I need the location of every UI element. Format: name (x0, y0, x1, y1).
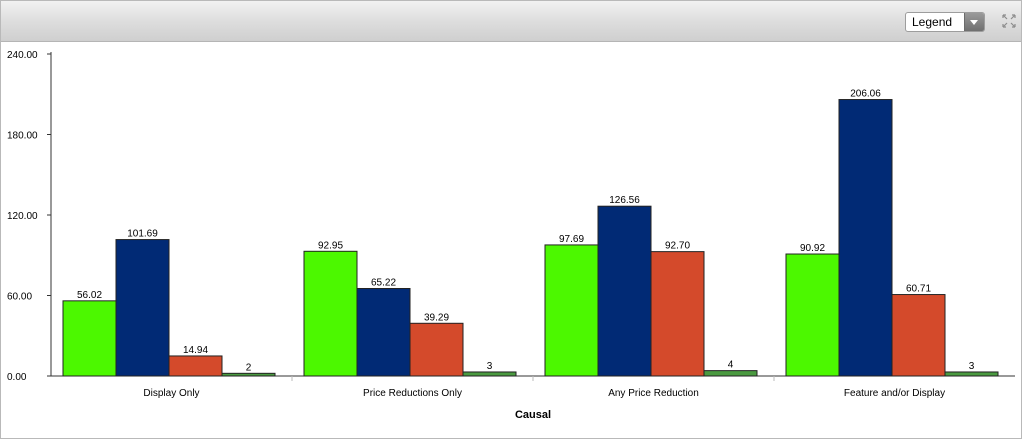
bar-value-label: 2 (246, 362, 252, 373)
bar[interactable] (462, 371, 517, 377)
bar-value-label: 4 (728, 360, 734, 371)
bar-value-label: 90.92 (800, 243, 825, 254)
bar-value-label: 3 (487, 361, 493, 372)
bar[interactable] (409, 322, 464, 377)
bar[interactable] (168, 355, 223, 377)
bar-chart: 0.00 60.00 120.00 180.00 240.00 Display Only… (7, 50, 1015, 421)
bar-value-label: 65.22 (371, 277, 396, 288)
bar-value-label: 39.29 (424, 312, 449, 323)
chart-area: 0.00 60.00 120.00 180.00 240.00 Display Only… (1, 41, 1023, 440)
bar-value-label: 92.95 (318, 240, 343, 251)
bar[interactable] (703, 370, 758, 377)
bar[interactable] (838, 99, 893, 377)
y-tick-label: 180.00 (7, 131, 38, 142)
x-category-label: Any Price Reduction (608, 388, 699, 399)
x-category-label: Display Only (143, 388, 199, 399)
bar-value-label: 206.06 (850, 89, 881, 100)
y-tick-label: 60.00 (7, 292, 32, 303)
bar[interactable] (597, 205, 652, 377)
bar-value-label: 92.70 (665, 241, 690, 252)
bar[interactable] (115, 239, 170, 377)
bars (62, 99, 999, 377)
legend-dropdown[interactable]: Legend (905, 12, 985, 32)
y-axis: 0.00 60.00 120.00 180.00 240.00 (7, 50, 52, 383)
bar-value-label: 14.94 (183, 345, 208, 356)
x-axis: Display Only Price Reductions Only Any Pri… (51, 375, 1015, 399)
bar[interactable] (62, 300, 117, 377)
x-category-label: Feature and/or Display (844, 388, 945, 399)
legend-dropdown-label: Legend (912, 15, 953, 29)
chart-toolbar: Legend (1, 1, 1021, 42)
bar[interactable] (544, 244, 599, 377)
bar-value-label: 56.02 (77, 290, 102, 301)
y-tick-label: 120.00 (7, 211, 38, 222)
bar[interactable] (944, 371, 999, 377)
bar[interactable] (356, 287, 411, 377)
y-tick-label: 240.00 (7, 50, 38, 61)
chevron-down-icon[interactable] (964, 13, 984, 31)
x-axis-title: Causal (515, 409, 551, 421)
bar[interactable] (303, 250, 358, 377)
bar-value-label: 126.56 (609, 195, 640, 206)
expand-arrows-icon[interactable] (1001, 13, 1017, 29)
bar-value-label: 3 (969, 361, 975, 372)
bar-value-label: 101.69 (127, 229, 158, 240)
bar[interactable] (221, 372, 276, 377)
bar[interactable] (785, 253, 840, 377)
y-tick-label: 0.00 (7, 372, 27, 383)
data-labels: 56.02 101.69 14.94 2 92.95 65.22 39.29 3 97.69 12… (77, 89, 975, 374)
bar[interactable] (891, 294, 946, 377)
bar[interactable] (650, 251, 705, 377)
bar-value-label: 60.71 (906, 284, 931, 295)
x-category-label: Price Reductions Only (363, 388, 462, 399)
bar-value-label: 97.69 (559, 234, 584, 245)
